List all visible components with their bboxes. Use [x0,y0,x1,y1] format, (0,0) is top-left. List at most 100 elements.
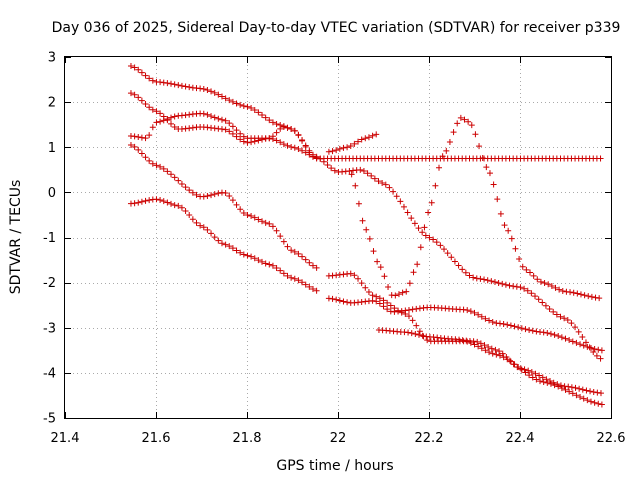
data-point [489,350,496,357]
data-point [178,180,185,187]
data-point [295,132,302,139]
data-point [186,84,193,91]
data-point [443,147,450,154]
data-point [486,317,493,324]
data-point [574,290,581,297]
data-point [288,247,295,254]
data-point [508,235,515,242]
data-point [557,382,564,389]
data-point [459,266,466,273]
data-point [581,292,588,299]
data-point [489,319,496,326]
x-axis-label: GPS time / hours [276,458,393,474]
data-point [408,330,415,337]
data-point [455,262,462,269]
data-point [477,340,484,347]
data-point [558,334,565,341]
data-point [597,390,604,397]
data-point [295,250,302,257]
data-point [490,181,497,188]
data-point [550,379,557,386]
data-point [517,365,524,372]
data-point [405,306,412,313]
data-point [528,369,535,376]
data-point [215,190,222,197]
data-point [135,146,142,153]
data-point [374,258,381,265]
data-point [570,289,577,296]
data-point [584,397,591,404]
data-point [566,337,573,344]
series-track-j [375,327,604,397]
data-point [244,212,251,219]
data-point [384,299,391,306]
data-point [240,251,247,258]
data-point [470,274,477,281]
data-point [266,261,273,268]
data-point [168,80,175,87]
data-point [142,72,149,79]
plot-frame [64,56,612,419]
data-point [486,170,493,177]
data-point [533,376,540,383]
data-point [211,89,218,96]
data-point [299,147,306,154]
data-point [138,150,145,157]
data-point [204,111,211,118]
data-point [138,69,145,76]
data-point [240,102,247,109]
data-point [405,313,412,320]
data-point [522,326,529,333]
data-point [186,212,193,219]
data-point [432,182,439,189]
data-point [237,101,244,108]
data-point [164,116,171,123]
data-point [470,338,477,345]
data-point [466,272,473,279]
data-point [541,280,548,287]
data-point [404,209,411,216]
data-point [131,143,138,150]
data-point [168,120,175,127]
data-point [138,198,145,205]
data-point [566,388,573,395]
data-point [521,366,528,373]
series-track-c [127,110,604,162]
data-point [481,342,488,349]
data-point [475,311,482,318]
data-point [526,327,533,334]
data-point [189,189,196,196]
data-series [127,63,605,408]
data-point [266,117,273,124]
data-point [273,264,280,271]
data-point [554,381,561,388]
data-point [381,273,388,280]
data-point [403,288,410,295]
data-point [405,329,412,336]
data-point [171,202,178,209]
data-point [288,143,295,150]
data-point [149,106,156,113]
data-point [496,348,503,355]
data-point [284,272,291,279]
data-point [182,207,189,214]
data-point [325,148,332,155]
data-point [135,94,142,101]
data-point [168,171,175,178]
data-point [200,86,207,93]
data-point [496,320,503,327]
data-point [562,386,569,393]
data-point [548,282,555,289]
data-point [324,161,331,168]
data-point [359,217,366,224]
data-point [591,345,598,352]
data-point [360,168,367,175]
data-point [269,262,276,269]
data-point [532,293,539,300]
data-point [580,395,587,402]
series-track-f [325,270,605,408]
data-point [299,137,306,144]
data-point [347,270,354,277]
data-point [171,81,178,88]
